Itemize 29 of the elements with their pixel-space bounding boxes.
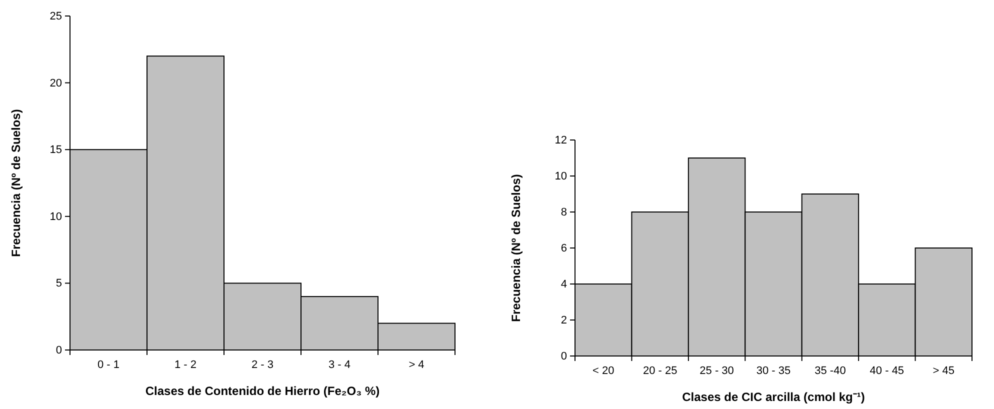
x-tick-label: 20 - 25	[642, 364, 678, 377]
y-tick-label: 10	[50, 210, 62, 223]
y-tick-label: 5	[56, 278, 62, 290]
y-axis-title: Frecuencia (Nº de Suelos)	[9, 109, 23, 257]
x-tick-label: 25 - 30	[700, 364, 734, 377]
x-tick-label: > 45	[932, 364, 954, 377]
x-axis-title: Clases de Contenido de Hierro (Fe₂O₃ %)	[145, 384, 380, 398]
x-tick-label: 30 - 35	[756, 364, 791, 377]
x-tick-label: 35 -40	[814, 364, 846, 377]
x-tick-label: 2 - 3	[251, 358, 274, 371]
y-tick-label: 4	[560, 278, 567, 291]
y-tick-label: 0	[560, 350, 567, 363]
y-tick-label: 0	[56, 344, 62, 357]
x-axis-title: Clases de CIC arcilla (cmol kg⁻¹)	[682, 390, 865, 404]
y-tick-label: 20	[50, 77, 62, 90]
x-tick-label: 3 - 4	[328, 358, 351, 371]
x-tick-label: 40 - 45	[870, 364, 904, 377]
x-tick-label: < 20	[592, 364, 614, 377]
y-tick-label: 10	[554, 170, 567, 183]
x-tick-label: 0 - 1	[97, 358, 120, 371]
y-tick-label: 6	[560, 242, 567, 255]
y-tick-label: 12	[554, 134, 567, 147]
y-tick-label: 15	[50, 144, 62, 156]
x-tick-label: 1 - 2	[174, 358, 197, 371]
y-tick-label: 8	[560, 206, 567, 219]
x-tick-label: > 4	[408, 358, 424, 371]
y-tick-label: 2	[560, 314, 567, 327]
y-tick-label: 25	[50, 10, 62, 23]
y-axis-title: Frecuencia (Nº de Suelos)	[509, 174, 523, 322]
